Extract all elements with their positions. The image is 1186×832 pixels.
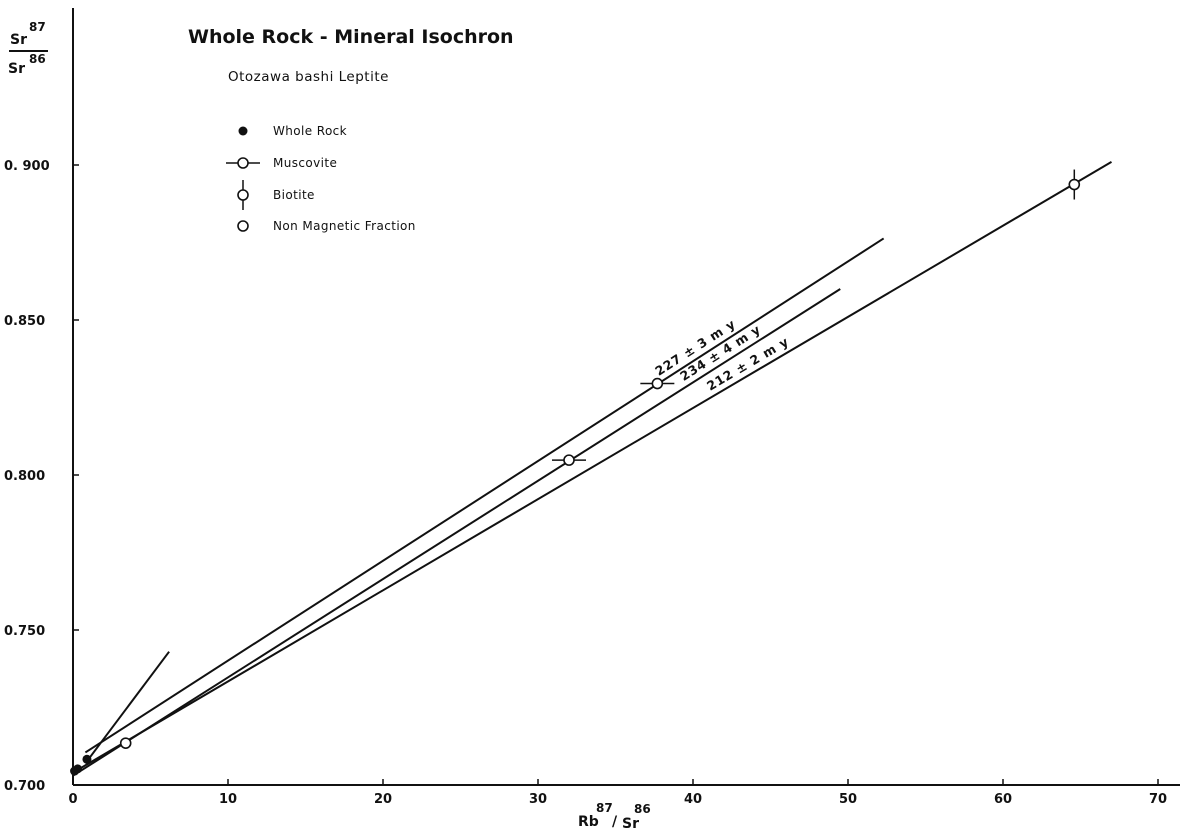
- marker-open-circle: [119, 737, 132, 749]
- x-tick-label: 70: [1149, 792, 1167, 807]
- marker-open-circle: [237, 157, 249, 169]
- y-label-den-base: Sr: [8, 61, 25, 77]
- marker-open-circle: [1068, 178, 1081, 191]
- x-label-sup2: 86: [634, 802, 651, 816]
- x-axis-label: Rb 87 / Sr 86: [578, 801, 651, 832]
- ticks: 0 10 20 30 40 50 60 70 0.700 0.750 0.800 0.850 0. 90…: [4, 159, 1167, 807]
- y-label-num-base: Sr: [10, 32, 27, 48]
- marker-open-circle: [237, 189, 249, 201]
- legend-label-non-magnetic: Non Magnetic Fraction: [273, 219, 416, 233]
- axes: [72, 8, 1180, 786]
- y-tick-label: 0. 900: [4, 159, 50, 174]
- legend: Whole Rock Muscovite Biotite Non Magneti…: [226, 124, 416, 233]
- x-tick-label: 50: [839, 792, 857, 807]
- data-point: [640, 377, 675, 390]
- x-tick-label: 30: [529, 792, 547, 807]
- x-label-base1: Rb: [578, 814, 599, 830]
- marker-dot: [238, 126, 248, 136]
- x-tick-label: 60: [994, 792, 1012, 807]
- legend-label-whole-rock: Whole Rock: [273, 124, 347, 138]
- x-label-base2: Sr: [622, 816, 639, 832]
- legend-marker: [226, 157, 260, 169]
- data-point: [119, 737, 132, 749]
- x-label-sup1: 87: [596, 801, 613, 815]
- x-tick-label: 10: [219, 792, 237, 807]
- marker-dot: [82, 754, 92, 764]
- legend-marker: [238, 126, 248, 136]
- legend-marker: [237, 180, 249, 210]
- y-tick-label: 0.850: [4, 314, 45, 329]
- y-tick-label: 0.700: [4, 779, 45, 794]
- marker-open-circle: [563, 454, 575, 466]
- legend-marker: [237, 220, 249, 232]
- legend-label-biotite: Biotite: [273, 188, 315, 202]
- y-tick-label: 0.750: [4, 624, 45, 639]
- chart-title: Whole Rock - Mineral Isochron: [188, 26, 514, 48]
- y-tick-label: 0.800: [4, 469, 45, 484]
- x-label-sep: /: [612, 814, 618, 830]
- chart-subtitle: Otozawa bashi Leptite: [228, 69, 389, 85]
- marker-open-circle: [651, 377, 664, 390]
- marker-dot: [73, 764, 83, 774]
- data-point: [73, 764, 83, 774]
- isochron-line: [72, 288, 841, 777]
- x-tick-label: 40: [684, 792, 702, 807]
- x-tick-label: 20: [374, 792, 392, 807]
- y-label-num-sup: 87: [29, 20, 46, 34]
- data-point: [1068, 169, 1081, 200]
- legend-label-muscovite: Muscovite: [273, 156, 337, 170]
- marker-open-circle: [237, 220, 249, 232]
- isochron-line: [84, 237, 885, 754]
- legend-markers: [226, 126, 260, 232]
- y-label-den-sup: 86: [29, 52, 46, 66]
- isochron-line: [72, 161, 1113, 774]
- data-point: [82, 754, 92, 764]
- isochron-line: [84, 651, 170, 764]
- y-axis-label: Sr 87 Sr 86: [8, 20, 48, 77]
- data-point: [552, 454, 586, 466]
- x-tick-label: 0: [68, 792, 77, 807]
- data-points: [70, 169, 1081, 776]
